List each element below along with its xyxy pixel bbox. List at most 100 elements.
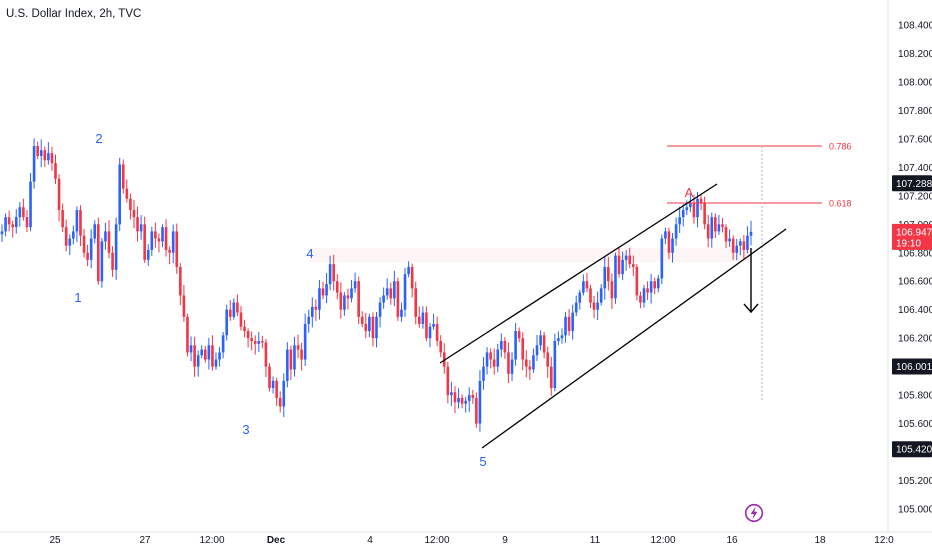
candle-body bbox=[36, 145, 39, 156]
candle-body bbox=[607, 266, 610, 282]
candle-body bbox=[510, 359, 514, 374]
channel-upper-line[interactable] bbox=[439, 183, 718, 364]
candle-body bbox=[325, 284, 328, 296]
candle-body bbox=[257, 341, 261, 344]
candle bbox=[221, 331, 225, 359]
candle bbox=[646, 281, 649, 301]
candle-body bbox=[328, 264, 332, 285]
candle-body bbox=[282, 380, 286, 407]
candle bbox=[407, 261, 410, 278]
candle-body bbox=[425, 312, 428, 339]
candle-body bbox=[503, 341, 507, 353]
candle bbox=[589, 284, 592, 309]
candle-body bbox=[717, 224, 721, 232]
candle-body bbox=[335, 281, 339, 293]
price-marker-label: 105.420 bbox=[892, 441, 932, 458]
candle bbox=[414, 281, 418, 325]
candle-body bbox=[150, 231, 154, 250]
candle bbox=[664, 227, 667, 245]
y-tick-label: 105.600 bbox=[898, 419, 932, 430]
candle bbox=[624, 250, 628, 271]
candle-body bbox=[403, 274, 407, 310]
candle bbox=[193, 336, 196, 377]
candle bbox=[325, 272, 328, 304]
candle bbox=[714, 213, 717, 239]
wave-label-2: 2 bbox=[95, 131, 102, 146]
lightning-bolt-icon[interactable] bbox=[744, 503, 764, 523]
candle-body bbox=[557, 338, 560, 342]
candle bbox=[482, 357, 485, 390]
candle bbox=[314, 299, 318, 322]
arrow-head[interactable] bbox=[743, 303, 759, 314]
candle bbox=[132, 199, 136, 229]
channel-lower-line[interactable] bbox=[481, 228, 787, 449]
candle-body bbox=[300, 349, 303, 360]
wave-label-4: 4 bbox=[306, 246, 313, 261]
candle-body bbox=[228, 309, 232, 317]
candle-body bbox=[621, 259, 624, 275]
candle bbox=[635, 264, 639, 301]
candle-body bbox=[649, 281, 653, 293]
candle-body bbox=[139, 224, 143, 232]
candle bbox=[186, 313, 189, 357]
candle-body bbox=[699, 198, 703, 203]
candle bbox=[343, 292, 346, 316]
candle bbox=[64, 219, 68, 252]
candle bbox=[154, 222, 157, 248]
candle-body bbox=[560, 335, 564, 339]
candle bbox=[296, 334, 300, 359]
candle bbox=[47, 142, 50, 165]
candle-body bbox=[154, 231, 157, 239]
candle bbox=[460, 394, 464, 409]
candle bbox=[371, 312, 375, 347]
candle-body bbox=[632, 264, 635, 267]
candle bbox=[532, 348, 535, 374]
time-axis[interactable]: 25 27 12:00 Dec 4 12:00 9 11 12:00 16 18 12:0 bbox=[49, 535, 894, 546]
candle-body bbox=[311, 306, 314, 317]
candle bbox=[204, 346, 207, 363]
candle-body bbox=[82, 235, 86, 253]
candle bbox=[603, 256, 607, 300]
candle-body bbox=[475, 397, 478, 424]
candle-body bbox=[239, 312, 243, 327]
candle bbox=[667, 227, 671, 260]
candle-body bbox=[264, 342, 268, 367]
candle bbox=[528, 359, 532, 380]
candle bbox=[232, 298, 236, 320]
candle-body bbox=[200, 349, 204, 356]
price-label-text: 106.001 bbox=[896, 362, 932, 373]
candle-body bbox=[692, 202, 696, 218]
candle bbox=[300, 342, 303, 371]
candle-body bbox=[161, 227, 164, 242]
candle-body bbox=[496, 349, 500, 367]
candle bbox=[428, 322, 432, 348]
candle bbox=[11, 220, 14, 238]
candle bbox=[321, 281, 325, 299]
candle bbox=[525, 350, 528, 378]
candle bbox=[717, 214, 721, 235]
candle bbox=[236, 294, 239, 317]
candle-body bbox=[25, 217, 29, 228]
y-tick-label: 106.200 bbox=[898, 334, 932, 345]
price-marker-label: 106.001 bbox=[892, 358, 932, 375]
down-arrow-drawing[interactable] bbox=[743, 248, 759, 314]
fib-retracement[interactable]: 0.786 0.618 bbox=[667, 141, 852, 403]
parallel-channel[interactable] bbox=[310, 183, 787, 449]
candle bbox=[353, 272, 357, 293]
candle bbox=[211, 335, 214, 371]
y-tick-label: 108.000 bbox=[898, 77, 932, 88]
candle bbox=[621, 251, 624, 281]
candle-body bbox=[243, 326, 246, 332]
candle-body bbox=[521, 338, 525, 360]
wave-labels: 1 2 3 4 5 A bbox=[74, 131, 693, 469]
candle-body bbox=[400, 309, 403, 317]
candlestick-series bbox=[0, 138, 753, 432]
candle-body bbox=[57, 178, 61, 211]
candle bbox=[425, 306, 428, 342]
candle bbox=[653, 277, 656, 295]
candle-body bbox=[539, 335, 542, 346]
candle-body bbox=[64, 227, 68, 246]
